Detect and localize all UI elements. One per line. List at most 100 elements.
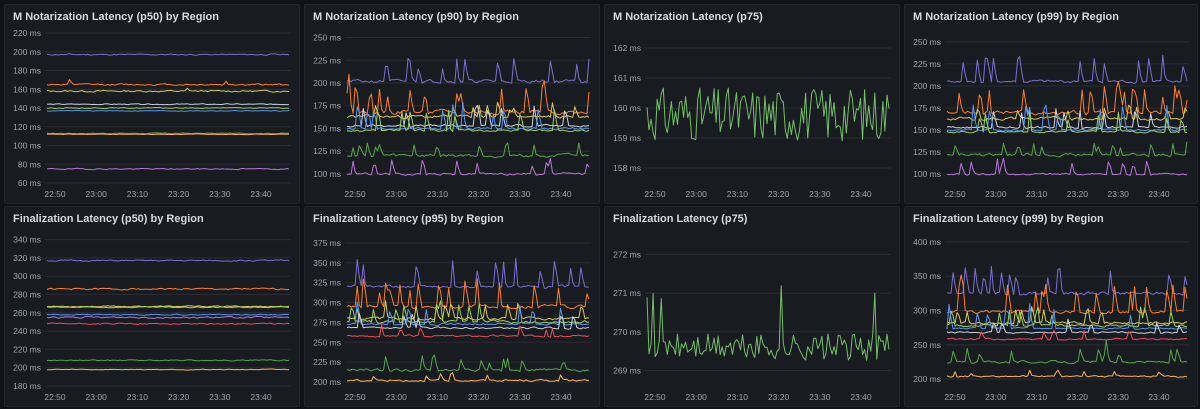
series-line-region-5 (46, 107, 290, 110)
series-line-region-2 (46, 287, 290, 291)
y-tick-label: 140 ms (13, 103, 41, 113)
series-line-region-5 (46, 313, 290, 316)
y-tick-label: 300 ms (913, 306, 941, 316)
panel-finalization-p75[interactable]: Finalization Latency (p75) 272 ms 271 ms 2… (604, 206, 900, 407)
y-tick-label: 350 ms (913, 271, 941, 281)
series-line-region-2 (946, 81, 1188, 116)
x-tick-label: 23:20 (1067, 392, 1089, 402)
x-tick-label: 23:20 (768, 189, 790, 199)
x-tick-label: 23:20 (768, 392, 790, 402)
series-line-region-5 (946, 104, 1188, 132)
x-tick-label: 23:30 (1108, 392, 1130, 402)
series-line-region-9 (346, 372, 590, 382)
series-line-region-8 (46, 359, 290, 362)
y-tick-label: 325 ms (313, 278, 341, 288)
panel-title: Finalization Latency (p95) by Region (313, 213, 504, 225)
series-line-region-8 (946, 157, 1188, 176)
y-tick-label: 180 ms (13, 381, 41, 391)
y-tick-label: 159 ms (613, 133, 641, 143)
y-tick-label: 220 ms (13, 344, 41, 354)
x-tick-label: 23:00 (86, 392, 108, 402)
series-line-region-1 (46, 259, 290, 262)
x-tick-label: 23:10 (727, 189, 749, 199)
series-line-region-3 (946, 306, 1188, 325)
series-line-region-6 (47, 109, 290, 112)
panel-m-notarization-p99[interactable]: M Notarization Latency (p99) by Region 2… (904, 4, 1198, 204)
x-tick-label: 23:20 (468, 189, 490, 199)
x-tick-label: 23:00 (386, 392, 408, 402)
y-tick-label: 180 ms (13, 66, 41, 76)
x-tick-label: 22:50 (944, 392, 966, 402)
y-tick-label: 350 ms (313, 258, 341, 268)
panel-m-notarization-p50[interactable]: M Notarization Latency (p50) by Region 2… (4, 4, 300, 204)
chart-m-notarization-p50: 220 ms 200 ms 180 ms 160 ms 140 ms 120 ms 100 … (13, 28, 291, 199)
series-line-region-8 (46, 133, 289, 136)
panel-finalization-p99[interactable]: Finalization Latency (p99) by Region 400… (904, 206, 1198, 407)
x-tick-label: 22:50 (644, 189, 666, 199)
y-tick-label: 250 ms (913, 340, 941, 350)
series-line-region-7 (346, 323, 590, 338)
x-tick-label: 22:50 (44, 189, 66, 199)
y-tick-label: 200 ms (913, 81, 941, 91)
y-tick-label: 162 ms (613, 43, 641, 53)
y-tick-label: 220 ms (13, 28, 41, 38)
y-tick-label: 158 ms (613, 163, 641, 173)
y-tick-label: 200 ms (313, 377, 341, 387)
y-tick-label: 280 ms (13, 289, 41, 299)
panel-m-notarization-p75[interactable]: M Notarization Latency (p75) 162 ms 161 m… (604, 4, 900, 204)
series-line-region-1 (46, 53, 290, 56)
series-line-region-3 (46, 87, 290, 93)
y-tick-label: 300 ms (13, 271, 41, 281)
y-tick-label: 225 ms (313, 55, 341, 65)
x-tick-label: 23:10 (427, 189, 449, 199)
y-tick-label: 200 ms (913, 374, 941, 384)
series-line-region-4 (346, 104, 590, 128)
y-tick-label: 260 ms (13, 308, 41, 318)
y-tick-label: 150 ms (313, 123, 341, 133)
x-tick-label: 23:40 (850, 392, 872, 402)
x-tick-label: 23:10 (127, 392, 149, 402)
series-line-region-2 (346, 73, 590, 116)
x-tick-label: 23:10 (1026, 189, 1048, 199)
y-tick-label: 250 ms (313, 337, 341, 347)
x-tick-label: 23:00 (686, 392, 708, 402)
series-line-region-1 (946, 54, 1188, 84)
y-tick-label: 270 ms (613, 327, 641, 337)
y-tick-label: 240 ms (13, 326, 41, 336)
y-tick-label: 175 ms (313, 101, 341, 111)
y-tick-label: 320 ms (13, 253, 41, 263)
y-tick-label: 160 ms (613, 103, 641, 113)
x-tick-label: 23:30 (809, 189, 831, 199)
panel-m-notarization-p90[interactable]: M Notarization Latency (p90) by Region 2… (304, 4, 600, 204)
x-tick-label: 23:30 (509, 189, 531, 199)
panel-finalization-p95[interactable]: Finalization Latency (p95) by Region 375… (304, 206, 600, 407)
x-tick-label: 23:40 (550, 189, 572, 199)
series-line-p75 (646, 285, 890, 361)
series-line-region-6 (946, 318, 1188, 334)
panel-title: Finalization Latency (p75) (613, 213, 748, 225)
x-tick-label: 23:20 (168, 392, 190, 402)
y-tick-label: 300 ms (313, 298, 341, 308)
series-line-region-1 (346, 57, 590, 84)
x-tick-label: 23:10 (727, 392, 749, 402)
series-line-region-7 (346, 142, 590, 158)
chart-m-notarization-p90: 250 ms 225 ms 200 ms 175 ms 150 ms 125 ms 100 … (313, 33, 591, 199)
x-tick-label: 23:30 (1108, 189, 1130, 199)
panel-title: M Notarization Latency (p50) by Region (13, 11, 219, 23)
y-tick-label: 375 ms (313, 238, 341, 248)
chart-finalization-p75: 272 ms 271 ms 270 ms 269 ms 22:50 23:00 23:10 2… (613, 249, 891, 402)
series-line-region-8 (346, 158, 590, 176)
series-line-region-3 (346, 300, 590, 321)
chart-m-notarization-p99: 250 ms 225 ms 200 ms 175 ms 150 ms 125 ms 100 … (913, 37, 1189, 199)
x-tick-label: 23:30 (809, 392, 831, 402)
x-tick-label: 22:50 (44, 392, 66, 402)
panel-finalization-p50[interactable]: Finalization Latency (p50) by Region 340… (4, 206, 300, 407)
x-tick-label: 23:00 (985, 392, 1007, 402)
series-line-region-6 (346, 313, 590, 330)
panel-title: M Notarization Latency (p90) by Region (313, 11, 519, 23)
x-tick-label: 23:40 (1148, 392, 1170, 402)
y-tick-label: 80 ms (18, 159, 41, 169)
x-tick-label: 23:00 (686, 189, 708, 199)
chart-finalization-p50: 340 ms 320 ms 300 ms 280 ms 260 ms 240 ms 220 … (13, 235, 291, 402)
